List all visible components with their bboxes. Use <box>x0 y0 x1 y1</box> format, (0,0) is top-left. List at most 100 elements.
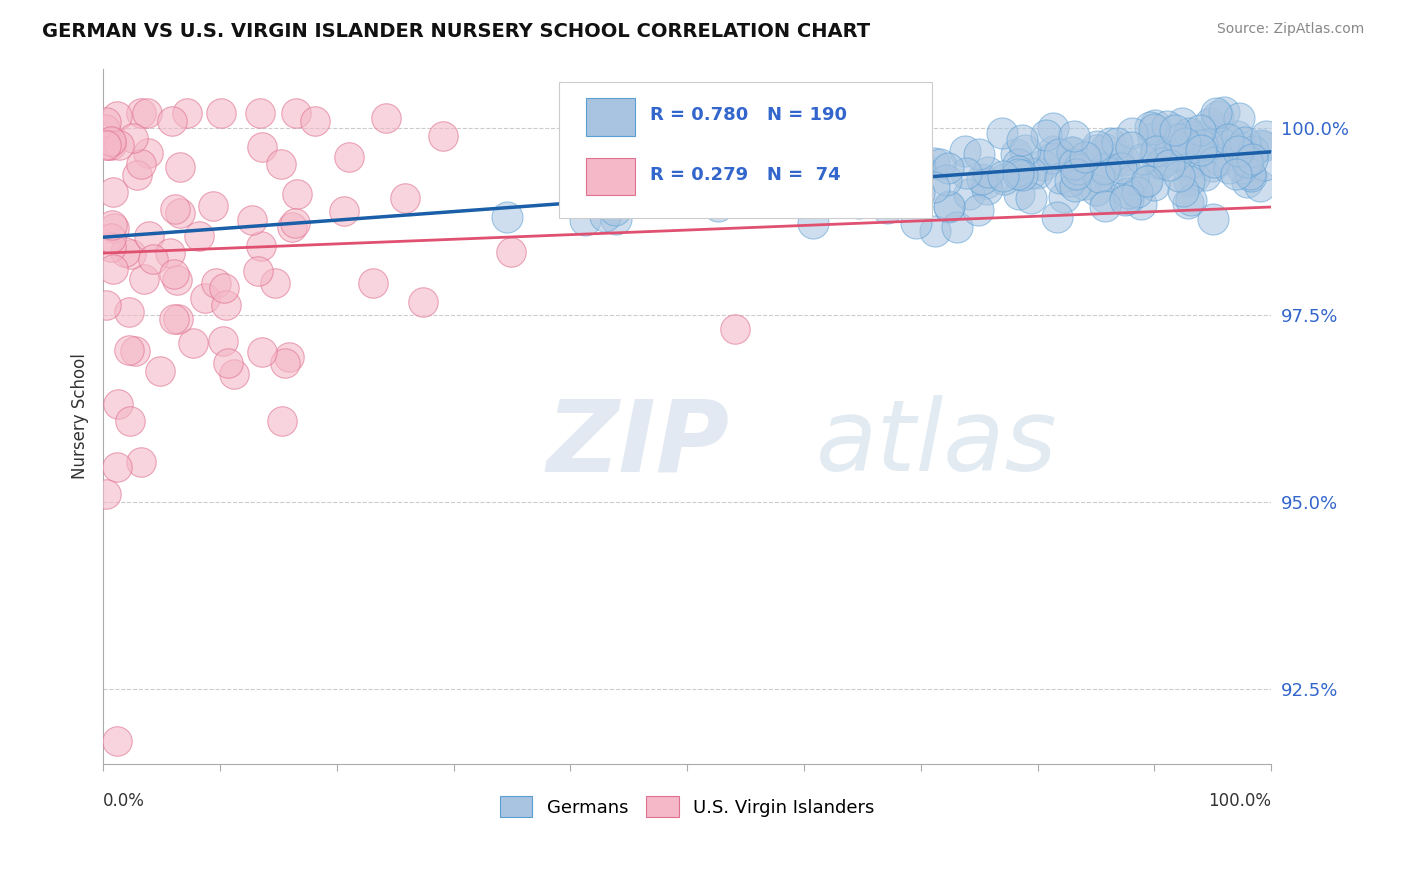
Point <box>870 115 893 129</box>
Point <box>938 200 960 214</box>
Point <box>1159 144 1181 158</box>
Point <box>1042 121 1064 136</box>
Point <box>100 231 122 245</box>
Point <box>1208 153 1230 167</box>
Point <box>100 219 122 233</box>
Point <box>124 343 146 358</box>
Point <box>935 172 957 186</box>
Text: Source: ZipAtlas.com: Source: ZipAtlas.com <box>1216 22 1364 37</box>
Point <box>1194 168 1216 182</box>
Point <box>247 264 270 278</box>
Point <box>204 276 226 290</box>
Point <box>1205 106 1227 120</box>
Point <box>1142 131 1164 145</box>
Point <box>270 157 292 171</box>
Point <box>1019 191 1042 205</box>
Point <box>1174 136 1197 151</box>
Point <box>755 171 778 186</box>
Point <box>1046 210 1069 224</box>
Point <box>593 210 616 224</box>
Point <box>841 160 863 174</box>
Point <box>129 157 152 171</box>
Point <box>375 112 398 126</box>
Point <box>936 161 959 175</box>
Point <box>1099 136 1122 151</box>
Point <box>1180 132 1202 146</box>
Point <box>1213 131 1236 145</box>
Point <box>1143 122 1166 136</box>
Point <box>1084 183 1107 197</box>
Point <box>96 115 118 129</box>
Point <box>135 106 157 120</box>
Point <box>967 203 990 218</box>
Point <box>176 106 198 120</box>
Point <box>638 172 661 186</box>
Point <box>1164 122 1187 136</box>
Point <box>991 126 1014 140</box>
Point <box>1094 142 1116 156</box>
Point <box>1094 190 1116 204</box>
Point <box>1008 187 1031 202</box>
Point <box>1088 170 1111 185</box>
Point <box>665 172 688 186</box>
Point <box>1232 161 1254 176</box>
Point <box>1114 193 1136 207</box>
Point <box>94 122 117 136</box>
Point <box>876 178 898 193</box>
Point <box>127 168 149 182</box>
Point <box>1084 143 1107 157</box>
Text: 100.0%: 100.0% <box>1208 791 1271 810</box>
Point <box>1229 139 1251 153</box>
Point <box>576 190 599 204</box>
Point <box>217 355 239 369</box>
Legend: Germans, U.S. Virgin Islanders: Germans, U.S. Virgin Islanders <box>492 789 882 824</box>
Point <box>134 272 156 286</box>
FancyBboxPatch shape <box>585 98 634 136</box>
Point <box>856 169 879 183</box>
Point <box>1063 157 1085 171</box>
Point <box>1213 105 1236 120</box>
Point <box>118 414 141 428</box>
Point <box>1042 145 1064 159</box>
Point <box>1135 174 1157 188</box>
Point <box>162 114 184 128</box>
Point <box>412 294 434 309</box>
Point <box>609 187 631 202</box>
Point <box>1202 211 1225 226</box>
Point <box>394 191 416 205</box>
Point <box>993 172 1015 186</box>
Point <box>101 262 124 277</box>
Point <box>97 138 120 153</box>
Point <box>1122 171 1144 186</box>
Point <box>1226 129 1249 144</box>
Point <box>1059 174 1081 188</box>
Point <box>183 335 205 350</box>
Point <box>922 179 945 194</box>
Point <box>1234 136 1257 150</box>
Point <box>1202 155 1225 169</box>
Point <box>827 178 849 192</box>
Point <box>499 245 522 260</box>
Point <box>908 186 931 200</box>
Point <box>945 219 967 234</box>
Text: R = 0.780   N = 190: R = 0.780 N = 190 <box>650 106 846 124</box>
Point <box>1107 152 1129 166</box>
Point <box>1126 185 1149 199</box>
Point <box>105 109 128 123</box>
Point <box>249 106 271 120</box>
Point <box>714 147 737 161</box>
Point <box>211 334 233 348</box>
Point <box>1167 169 1189 183</box>
Point <box>682 194 704 208</box>
Point <box>1181 137 1204 152</box>
Point <box>1218 161 1240 175</box>
Point <box>1116 192 1139 206</box>
Point <box>1171 185 1194 199</box>
Point <box>1021 166 1043 180</box>
Point <box>790 183 813 197</box>
Point <box>1201 159 1223 173</box>
Point <box>707 198 730 212</box>
Point <box>333 204 356 219</box>
Point <box>1085 139 1108 153</box>
Point <box>904 216 927 230</box>
